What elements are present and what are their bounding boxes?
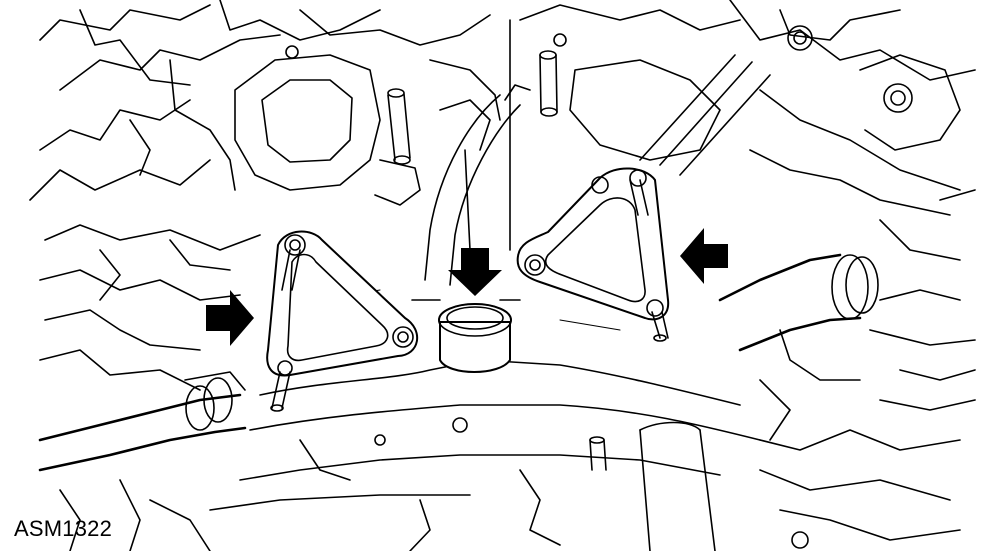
figure-id-label: ASM1322 (14, 516, 113, 541)
left-gasket-arrow (206, 290, 254, 346)
center-plug-arrow (448, 248, 502, 296)
right-gasket (516, 167, 670, 342)
left-gasket (266, 230, 419, 412)
engine-block-linework (29, 0, 976, 551)
right-gasket-arrow (680, 228, 728, 284)
center-plug (411, 299, 521, 373)
